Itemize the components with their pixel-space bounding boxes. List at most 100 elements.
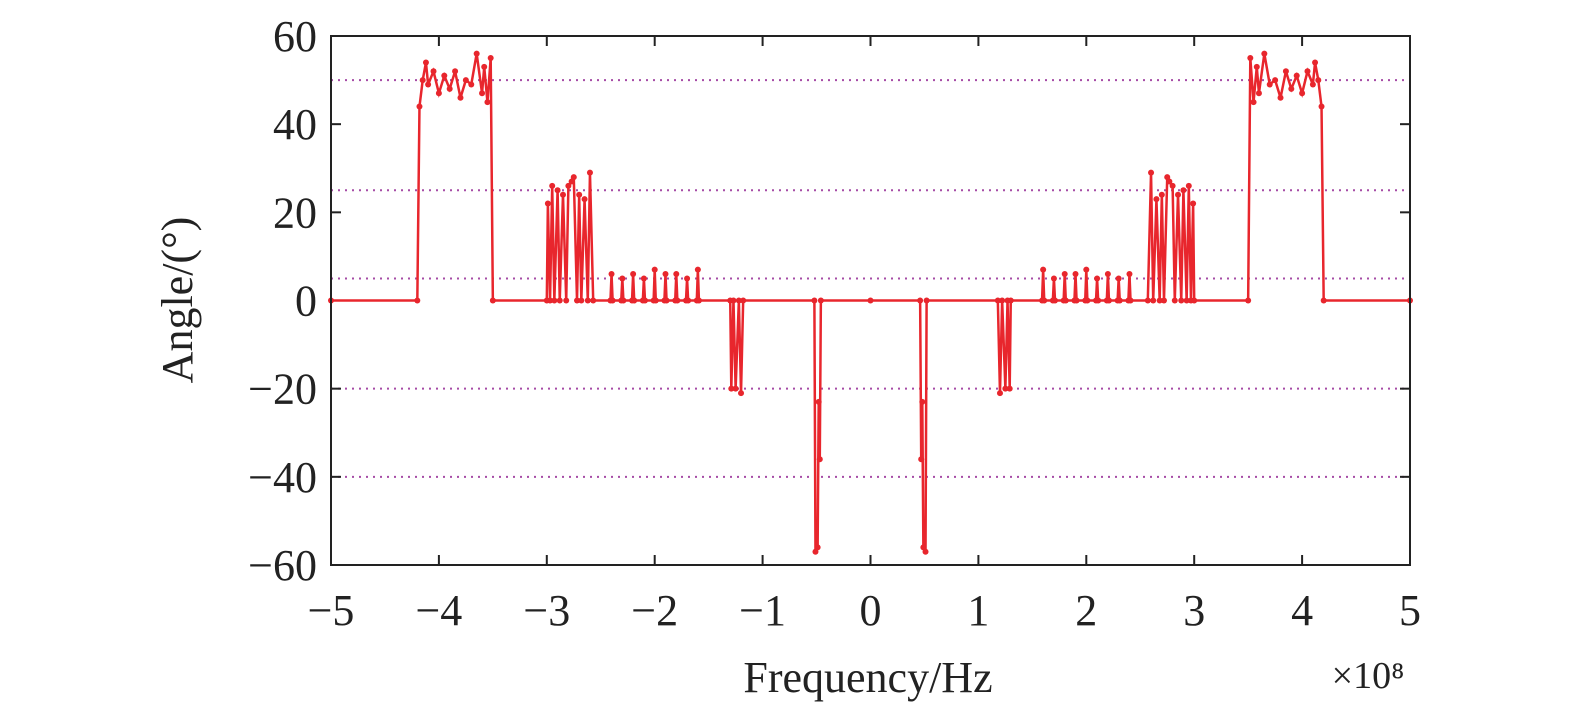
data-point <box>1095 297 1102 304</box>
data-point <box>1115 275 1122 282</box>
y-axis-label: Angle/(°) <box>153 217 202 384</box>
data-point <box>630 271 637 278</box>
data-point <box>419 77 426 84</box>
data-point <box>441 72 448 79</box>
x-tick-label: 5 <box>1399 586 1421 635</box>
data-point <box>1261 50 1268 57</box>
data-point <box>1006 385 1013 392</box>
data-point <box>1104 271 1111 278</box>
data-point <box>414 297 421 304</box>
data-point <box>867 297 874 304</box>
data-point <box>1266 81 1273 88</box>
data-point <box>663 297 670 304</box>
data-point <box>694 266 701 273</box>
data-point <box>922 548 929 555</box>
data-point <box>1185 182 1192 189</box>
data-point <box>730 297 737 304</box>
data-point <box>1083 266 1090 273</box>
y-tick-label: 40 <box>273 100 317 149</box>
data-point <box>1153 196 1160 203</box>
data-point <box>487 55 494 62</box>
y-tick-label: −40 <box>248 453 317 502</box>
data-point <box>684 275 691 282</box>
data-point <box>425 81 432 88</box>
data-point <box>1052 297 1059 304</box>
data-point <box>570 174 577 181</box>
data-point <box>732 385 739 392</box>
data-point <box>1171 297 1178 304</box>
data-point <box>640 275 647 282</box>
data-point <box>619 275 626 282</box>
data-point <box>559 191 566 198</box>
data-point <box>549 182 556 189</box>
data-point <box>1288 85 1295 92</box>
data-point <box>1272 77 1279 84</box>
data-point <box>1183 297 1190 304</box>
data-point <box>923 297 930 304</box>
data-point <box>740 297 747 304</box>
y-tick-label: 0 <box>295 277 317 326</box>
data-point <box>1007 297 1014 304</box>
data-point <box>468 81 475 88</box>
data-point <box>1105 297 1112 304</box>
data-point <box>674 297 681 304</box>
x-tick-label: 1 <box>967 586 989 635</box>
x-tick-label: −5 <box>308 586 355 635</box>
data-point <box>814 544 821 551</box>
data-point <box>1073 297 1080 304</box>
data-point <box>590 297 597 304</box>
data-point <box>1072 271 1079 278</box>
x-tick-label: 4 <box>1291 586 1313 635</box>
data-point <box>481 63 488 70</box>
data-point <box>1158 191 1165 198</box>
data-point <box>416 103 423 110</box>
data-point <box>1148 169 1155 176</box>
data-point <box>452 68 459 75</box>
data-point <box>1178 297 1185 304</box>
data-point <box>556 297 563 304</box>
data-point <box>581 196 588 203</box>
data-point <box>815 398 822 405</box>
data-point <box>1180 187 1187 194</box>
x-tick-label: 0 <box>860 586 882 635</box>
data-point <box>735 297 742 304</box>
data-point <box>816 456 823 463</box>
y-tick-label: −60 <box>248 541 317 590</box>
data-point <box>919 398 926 405</box>
data-point <box>584 297 591 304</box>
data-point <box>1293 72 1300 79</box>
data-point <box>554 187 561 194</box>
x-tick-label: −1 <box>739 586 786 635</box>
data-point <box>685 297 692 304</box>
data-point <box>578 297 585 304</box>
data-point <box>435 90 442 97</box>
data-point <box>1282 68 1289 75</box>
data-point <box>1160 297 1167 304</box>
data-point <box>1040 266 1047 273</box>
data-point <box>994 297 1001 304</box>
data-point <box>1084 297 1091 304</box>
data-point <box>462 77 469 84</box>
data-point <box>1002 385 1009 392</box>
data-point <box>738 390 745 397</box>
data-point <box>574 297 581 304</box>
x-multiplier: ×10⁸ <box>1332 655 1405 697</box>
data-point <box>1156 297 1163 304</box>
data-point <box>1062 297 1069 304</box>
data-point <box>917 297 924 304</box>
data-point <box>1126 271 1133 278</box>
data-point <box>430 68 437 75</box>
data-point <box>999 297 1006 304</box>
data-point <box>662 271 669 278</box>
data-point <box>586 169 593 176</box>
data-point <box>918 456 925 463</box>
data-point <box>817 297 824 304</box>
data-point <box>631 297 638 304</box>
data-point <box>479 90 486 97</box>
plot-frame <box>330 35 1411 566</box>
data-point <box>1304 68 1311 75</box>
data-point <box>608 271 615 278</box>
data-point <box>641 297 648 304</box>
data-point <box>1309 81 1316 88</box>
